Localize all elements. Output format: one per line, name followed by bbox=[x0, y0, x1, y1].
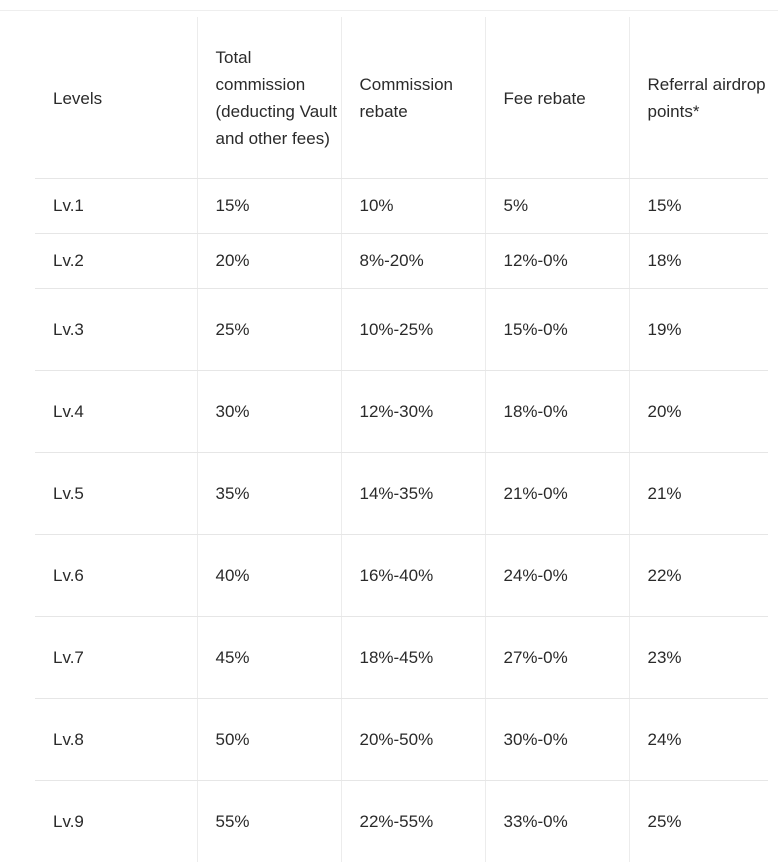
cell-referral-points: 25% bbox=[628, 780, 768, 862]
cell-commission-rebate: 14%-35% bbox=[340, 452, 485, 535]
cell-referral-points: 24% bbox=[628, 698, 768, 781]
cell-level: Lv.1 bbox=[35, 178, 197, 234]
cell-total-commission: 30% bbox=[196, 370, 341, 453]
cell-level: Lv.3 bbox=[35, 288, 197, 371]
table-row: Lv.1 15% 10% 5% 15% bbox=[35, 178, 768, 234]
cell-level: Lv.6 bbox=[35, 534, 197, 617]
cell-fee-rebate: 30%-0% bbox=[484, 698, 629, 781]
table-row: Lv.6 40% 16%-40% 24%-0% 22% bbox=[35, 534, 768, 617]
cell-fee-rebate: 27%-0% bbox=[484, 616, 629, 699]
cell-total-commission: 25% bbox=[196, 288, 341, 371]
table-row: Lv.9 55% 22%-55% 33%-0% 25% bbox=[35, 780, 768, 862]
cell-fee-rebate: 24%-0% bbox=[484, 534, 629, 617]
cell-referral-points: 15% bbox=[628, 178, 768, 234]
cell-referral-points: 19% bbox=[628, 288, 768, 371]
header-fee-rebate: Fee rebate bbox=[484, 17, 629, 179]
top-divider bbox=[0, 10, 778, 11]
cell-commission-rebate: 20%-50% bbox=[340, 698, 485, 781]
cell-total-commission: 35% bbox=[196, 452, 341, 535]
cell-commission-rebate: 12%-30% bbox=[340, 370, 485, 453]
cell-level: Lv.4 bbox=[35, 370, 197, 453]
header-levels: Levels bbox=[35, 17, 197, 179]
cell-total-commission: 55% bbox=[196, 780, 341, 862]
cell-fee-rebate: 18%-0% bbox=[484, 370, 629, 453]
cell-total-commission: 20% bbox=[196, 233, 341, 289]
cell-commission-rebate: 18%-45% bbox=[340, 616, 485, 699]
cell-commission-rebate: 8%-20% bbox=[340, 233, 485, 289]
table-row: Lv.5 35% 14%-35% 21%-0% 21% bbox=[35, 452, 768, 535]
table-header-row: Levels Total commission (deducting Vault… bbox=[35, 17, 768, 179]
cell-total-commission: 40% bbox=[196, 534, 341, 617]
cell-total-commission: 15% bbox=[196, 178, 341, 234]
cell-level: Lv.9 bbox=[53, 811, 84, 831]
cell-commission-rebate: 10%-25% bbox=[340, 288, 485, 371]
cell-commission-rebate: 22%-55% bbox=[340, 780, 485, 862]
cell-total-commission: 50% bbox=[196, 698, 341, 781]
table-row: Lv.2 20% 8%-20% 12%-0% 18% bbox=[35, 233, 768, 289]
cell-referral-points: 18% bbox=[628, 233, 768, 289]
header-total-commission: Total commission (deducting Vault and ot… bbox=[196, 17, 341, 179]
cell-level: Lv.2 bbox=[35, 233, 197, 289]
cell-level: Lv.5 bbox=[35, 452, 197, 535]
table-row: Lv.3 25% 10%-25% 15%-0% 19% bbox=[35, 288, 768, 371]
cell-referral-points: 20% bbox=[628, 370, 768, 453]
table-row: Lv.7 45% 18%-45% 27%-0% 23% bbox=[35, 616, 768, 699]
cell-fee-rebate: 33%-0% bbox=[484, 780, 629, 862]
cell-referral-points: 21% bbox=[628, 452, 768, 535]
cell-total-commission: 45% bbox=[196, 616, 341, 699]
cell-fee-rebate: 21%-0% bbox=[484, 452, 629, 535]
levels-table: Levels Total commission (deducting Vault… bbox=[35, 17, 768, 862]
table-row: Lv.8 50% 20%-50% 30%-0% 24% bbox=[35, 698, 768, 781]
header-referral-airdrop-points: Referral airdrop points* bbox=[628, 17, 768, 179]
cell-commission-rebate: 16%-40% bbox=[340, 534, 485, 617]
table-row: Lv.4 30% 12%-30% 18%-0% 20% bbox=[35, 370, 768, 453]
cell-fee-rebate: 5% bbox=[484, 178, 629, 234]
cell-level: Lv.8 bbox=[35, 698, 197, 781]
cell-commission-rebate: 10% bbox=[340, 178, 485, 234]
cell-referral-points: 23% bbox=[628, 616, 768, 699]
header-commission-rebate: Commission rebate bbox=[340, 17, 485, 179]
cell-fee-rebate: 15%-0% bbox=[484, 288, 629, 371]
cell-level: Lv.7 bbox=[35, 616, 197, 699]
cell-referral-points: 22% bbox=[628, 534, 768, 617]
cell-fee-rebate: 12%-0% bbox=[484, 233, 629, 289]
